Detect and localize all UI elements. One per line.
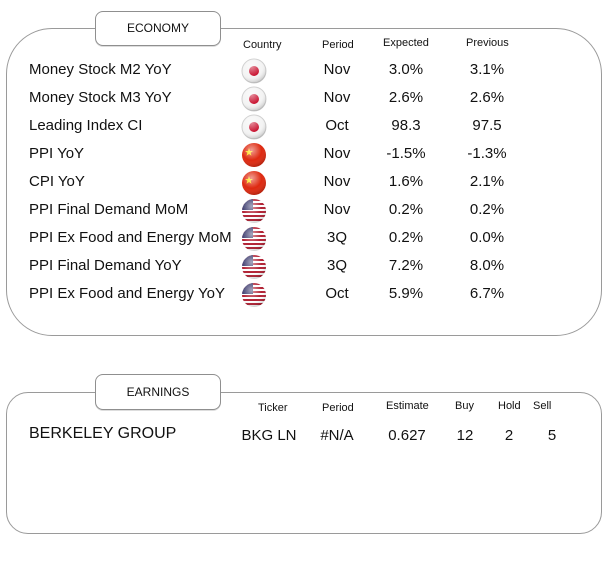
- header-hold: Hold: [498, 400, 521, 412]
- usa-flag-icon: [242, 283, 266, 307]
- previous-value: -1.3%: [467, 145, 507, 162]
- previous-value: 0.2%: [469, 201, 505, 218]
- indicator-name: PPI YoY: [29, 145, 85, 162]
- economy-panel: [6, 28, 602, 336]
- china-flag-icon: [242, 143, 266, 167]
- header-period: Period: [322, 402, 354, 414]
- economy-row[interactable]: PPI Final Demand MoM Nov 0.2% 0.2%: [0, 198, 606, 226]
- period-value: Oct: [325, 117, 349, 134]
- period-value: 3Q: [326, 229, 347, 246]
- economy-row[interactable]: CPI YoY Nov 1.6% 2.1%: [0, 170, 606, 198]
- header-previous: Previous: [466, 37, 509, 49]
- ticker-value: BKG LN: [241, 427, 297, 444]
- indicator-name: PPI Final Demand MoM: [29, 201, 189, 218]
- china-flag-icon: [242, 171, 266, 195]
- header-estimate: Estimate: [386, 400, 429, 412]
- expected-value: 0.2%: [388, 201, 424, 218]
- previous-value: 3.1%: [469, 61, 505, 78]
- economy-row[interactable]: PPI Final Demand YoY 3Q 7.2% 8.0%: [0, 254, 606, 282]
- company-name: BERKELEY GROUP: [29, 425, 177, 442]
- expected-value: 5.9%: [388, 285, 424, 302]
- estimate-value: 0.627: [388, 427, 426, 444]
- indicator-name: CPI YoY: [29, 173, 85, 190]
- period-value: Nov: [323, 145, 351, 162]
- previous-value: 97.5: [472, 117, 502, 134]
- period-value: 3Q: [326, 257, 347, 274]
- sell-count: 5: [547, 427, 557, 444]
- previous-value: 0.0%: [469, 229, 505, 246]
- expected-value: 7.2%: [388, 257, 424, 274]
- economy-tab[interactable]: ECONOMY: [95, 11, 221, 46]
- economy-row[interactable]: PPI YoY Nov -1.5% -1.3%: [0, 142, 606, 170]
- period-value: Nov: [323, 89, 351, 106]
- usa-flag-icon: [242, 227, 266, 251]
- japan-flag-icon: [241, 58, 267, 84]
- previous-value: 8.0%: [469, 257, 505, 274]
- period-value: Nov: [323, 201, 351, 218]
- economy-row[interactable]: PPI Ex Food and Energy MoM 3Q 0.2% 0.0%: [0, 226, 606, 254]
- economy-row[interactable]: Leading Index CI Oct 98.3 97.5: [0, 114, 606, 142]
- header-ticker: Ticker: [258, 402, 288, 414]
- economy-row[interactable]: PPI Ex Food and Energy YoY Oct 5.9% 6.7%: [0, 282, 606, 310]
- indicator-name: Money Stock M3 YoY: [29, 89, 172, 106]
- previous-value: 2.6%: [469, 89, 505, 106]
- expected-value: 2.6%: [388, 89, 424, 106]
- japan-flag-icon: [241, 86, 267, 112]
- header-buy: Buy: [455, 400, 474, 412]
- buy-count: 12: [456, 427, 474, 444]
- usa-flag-icon: [242, 255, 266, 279]
- indicator-name: PPI Final Demand YoY: [29, 257, 182, 274]
- hold-count: 2: [504, 427, 514, 444]
- period-value: #N/A: [320, 427, 354, 444]
- expected-value: -1.5%: [386, 145, 426, 162]
- expected-value: 1.6%: [388, 173, 424, 190]
- economy-row[interactable]: Money Stock M3 YoY Nov 2.6% 2.6%: [0, 86, 606, 114]
- indicator-name: Money Stock M2 YoY: [29, 61, 172, 78]
- japan-flag-icon: [241, 114, 267, 140]
- header-sell: Sell: [533, 400, 552, 412]
- indicator-name: PPI Ex Food and Energy MoM: [29, 229, 232, 246]
- expected-value: 3.0%: [388, 61, 424, 78]
- period-value: Nov: [323, 173, 351, 190]
- period-value: Oct: [325, 285, 349, 302]
- header-expected: Expected: [383, 37, 429, 49]
- expected-value: 0.2%: [388, 229, 424, 246]
- header-country: Country: [243, 39, 282, 51]
- usa-flag-icon: [242, 199, 266, 223]
- previous-value: 6.7%: [469, 285, 505, 302]
- earnings-tab[interactable]: EARNINGS: [95, 374, 221, 410]
- economy-row[interactable]: Money Stock M2 YoY Nov 3.0% 3.1%: [0, 58, 606, 86]
- expected-value: 98.3: [391, 117, 421, 134]
- header-period: Period: [322, 39, 354, 51]
- earnings-panel: [6, 392, 602, 534]
- indicator-name: Leading Index CI: [29, 117, 143, 134]
- previous-value: 2.1%: [469, 173, 505, 190]
- period-value: Nov: [323, 61, 351, 78]
- indicator-name: PPI Ex Food and Energy YoY: [29, 285, 225, 302]
